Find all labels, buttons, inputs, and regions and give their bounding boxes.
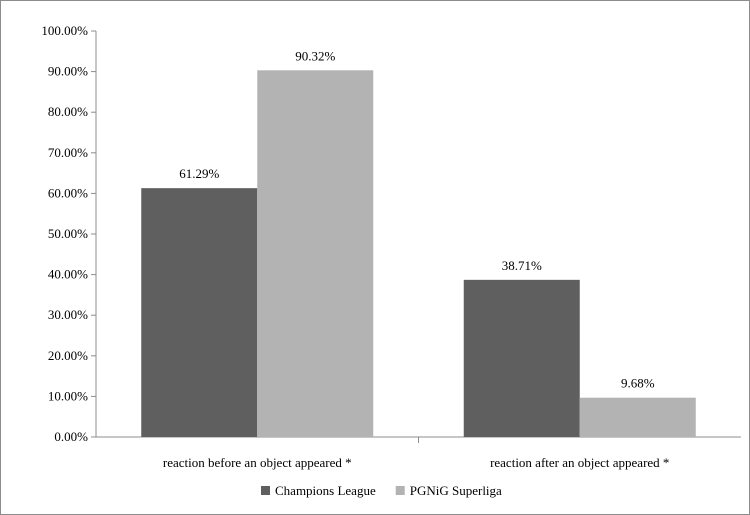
y-tick-label: 50.00% bbox=[48, 226, 88, 241]
legend-label: Champions League bbox=[275, 483, 376, 498]
y-tick-label: 100.00% bbox=[41, 23, 88, 38]
bar bbox=[463, 279, 580, 437]
legend-swatch bbox=[395, 486, 405, 495]
x-category-label: reaction after an object appeared * bbox=[490, 455, 669, 470]
legend-swatch bbox=[261, 486, 270, 495]
bar bbox=[257, 70, 374, 438]
y-tick-label: 10.00% bbox=[48, 388, 88, 403]
y-tick-label: 70.00% bbox=[48, 145, 88, 160]
legend-label: PGNiG Superliga bbox=[410, 483, 502, 498]
data-label: 38.71% bbox=[502, 258, 542, 273]
bar bbox=[141, 188, 258, 437]
y-tick-label: 20.00% bbox=[48, 348, 88, 363]
y-tick-label: 40.00% bbox=[48, 267, 88, 282]
data-label: 61.29% bbox=[179, 166, 219, 181]
data-label: 9.68% bbox=[621, 376, 655, 391]
data-labels: 61.29% 90.32% 38.71% 9.68% bbox=[179, 48, 655, 390]
data-label: 90.32% bbox=[295, 48, 335, 63]
y-tick-label: 80.00% bbox=[48, 104, 88, 119]
bar bbox=[579, 397, 696, 437]
legend: Champions League PGNiG Superliga bbox=[261, 483, 502, 498]
y-tick-label: 30.00% bbox=[48, 307, 88, 322]
y-tick-label: 0.00% bbox=[54, 429, 88, 444]
y-tick-label: 90.00% bbox=[48, 64, 88, 79]
bars bbox=[141, 70, 696, 438]
category-labels: reaction before an object appeared * reac… bbox=[163, 455, 670, 470]
y-tick-label: 60.00% bbox=[48, 185, 88, 200]
x-category-label: reaction before an object appeared * bbox=[163, 455, 352, 470]
y-axis-ticks: 0.00% 10.00% 20.00% 30.00% 40.00% 50.00% 60.00… bbox=[41, 23, 96, 444]
